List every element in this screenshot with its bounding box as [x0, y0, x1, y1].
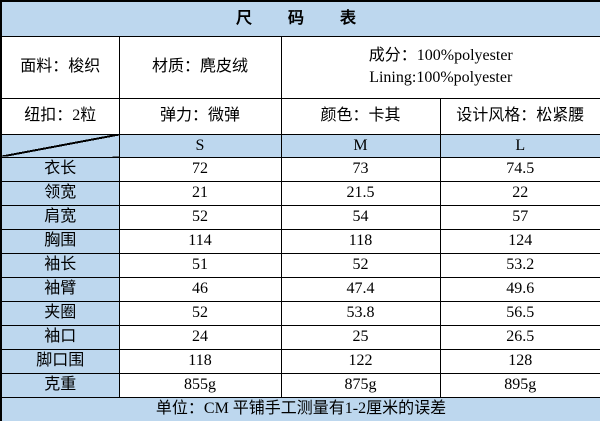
size-value: 21 — [118, 180, 282, 206]
size-value: 26.5 — [439, 324, 600, 350]
measurement-row: 肩宽 52 54 57 — [0, 204, 600, 230]
measurement-row: 脚口围 118 122 128 — [0, 348, 600, 374]
size-value: 49.6 — [439, 276, 600, 302]
size-value: 22 — [439, 180, 600, 206]
size-value: 72 — [118, 156, 282, 182]
composition-line-1: 成分：100%polyester — [368, 47, 513, 64]
size-column-header-l: L — [439, 133, 600, 158]
composition-line-2: Lining:100%polyester — [369, 69, 513, 86]
size-value: 57 — [439, 204, 600, 230]
size-value: 52 — [280, 252, 441, 278]
diagonal-header-cell — [0, 133, 120, 158]
material-cell: 材质：麂皮绒 — [118, 35, 282, 99]
fabric-cell: 面料：梭织 — [0, 35, 120, 99]
size-value: 128 — [439, 348, 600, 374]
size-value: 24 — [118, 324, 282, 350]
size-value: 118 — [280, 228, 441, 254]
row-label: 袖长 — [0, 252, 120, 278]
size-value: 875g — [280, 372, 441, 398]
size-value: 47.4 — [280, 276, 441, 302]
title-row: 尺 码 表 — [0, 0, 600, 37]
row-label: 领宽 — [0, 180, 120, 206]
size-value: 53.2 — [439, 252, 600, 278]
measurement-row: 克重 855g 875g 895g — [0, 372, 600, 398]
measurement-row: 胸围 114 118 124 — [0, 228, 600, 254]
row-label: 衣长 — [0, 156, 120, 182]
size-value: 122 — [280, 348, 441, 374]
row-label: 脚口围 — [0, 348, 120, 374]
size-column-header-m: M — [280, 133, 441, 158]
measurement-row: 袖臂 46 47.4 49.6 — [0, 276, 600, 302]
size-value: 114 — [118, 228, 282, 254]
size-value: 118 — [118, 348, 282, 374]
footer-row: 单位：CM 平铺手工测量有1-2厘米的误差 — [0, 396, 600, 421]
row-label: 袖口 — [0, 324, 120, 350]
size-header-row: S M L — [0, 133, 600, 158]
size-value: 56.5 — [439, 300, 600, 326]
size-value: 21.5 — [280, 180, 441, 206]
design-style-cell: 设计风格：松紧腰 — [439, 97, 600, 135]
footer-note: 单位：CM 平铺手工测量有1-2厘米的误差 — [0, 396, 600, 421]
chart-title: 尺 码 表 — [0, 0, 600, 37]
size-value: 74.5 — [439, 156, 600, 182]
size-value: 52 — [118, 300, 282, 326]
row-label: 袖臂 — [0, 276, 120, 302]
measurement-row: 袖长 51 52 53.2 — [0, 252, 600, 278]
info-row-1: 面料：梭织 材质：麂皮绒 成分：100%polyester Lining:100… — [0, 35, 600, 99]
size-value: 54 — [280, 204, 441, 230]
measurement-row: 领宽 21 21.5 22 — [0, 180, 600, 206]
color-cell: 颜色：卡其 — [280, 97, 441, 135]
size-value: 73 — [280, 156, 441, 182]
size-value: 46 — [118, 276, 282, 302]
row-label: 肩宽 — [0, 204, 120, 230]
measurement-row: 袖口 24 25 26.5 — [0, 324, 600, 350]
size-value: 25 — [280, 324, 441, 350]
buttons-cell: 纽扣：2粒 — [0, 97, 120, 135]
size-value: 124 — [439, 228, 600, 254]
size-value: 855g — [118, 372, 282, 398]
size-value: 895g — [439, 372, 600, 398]
elasticity-cell: 弹力：微弹 — [118, 97, 282, 135]
row-label: 胸围 — [0, 228, 120, 254]
measurement-row: 衣长 72 73 74.5 — [0, 156, 600, 182]
composition-cell: 成分：100%polyester Lining:100%polyester — [280, 35, 600, 99]
size-value: 53.8 — [280, 300, 441, 326]
size-column-header-s: S — [118, 133, 282, 158]
row-label: 克重 — [0, 372, 120, 398]
row-label: 夹圈 — [0, 300, 120, 326]
size-value: 52 — [118, 204, 282, 230]
size-value: 51 — [118, 252, 282, 278]
info-row-2: 纽扣：2粒 弹力：微弹 颜色：卡其 设计风格：松紧腰 — [0, 97, 600, 135]
measurement-row: 夹圈 52 53.8 56.5 — [0, 300, 600, 326]
